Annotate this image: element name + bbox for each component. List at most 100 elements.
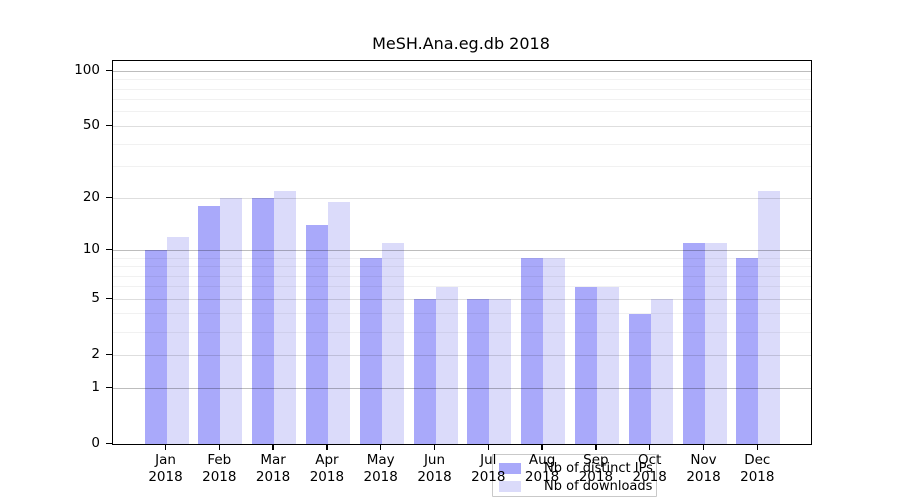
x-label-month-oct: Oct <box>638 452 662 468</box>
x-tick-sep <box>595 444 597 450</box>
bar-distinct-ips-jan <box>144 250 167 444</box>
x-tick-jul <box>487 444 490 450</box>
gridline-minor-90 <box>113 79 811 81</box>
x-tick-dec <box>756 444 759 450</box>
x-tick-mar <box>272 444 274 450</box>
bar-downloads-aug <box>543 258 566 444</box>
x-label-month-mar: Mar <box>260 452 286 468</box>
bar-distinct-ips-jun <box>413 299 436 444</box>
bar-downloads-nov <box>704 243 727 444</box>
y-tick-50 <box>106 124 112 127</box>
bar-downloads-sep <box>596 286 619 444</box>
legend-item-downloads: Nb of downloads <box>499 477 656 495</box>
x-tick-nov <box>702 444 705 450</box>
x-label-year-may: 2018 <box>363 469 398 485</box>
y-tick-0 <box>106 442 112 444</box>
bar-downloads-feb <box>220 198 243 444</box>
y-tick-1 <box>106 386 112 388</box>
plot-inner <box>113 61 811 444</box>
x-tick-jun <box>433 444 436 450</box>
x-label-month-dec: Dec <box>744 452 771 468</box>
y-tick-5 <box>106 297 112 300</box>
x-tick-oct <box>648 444 651 450</box>
x-label-year-apr: 2018 <box>309 469 345 485</box>
y-tick-10 <box>106 248 112 251</box>
gridline-minor-8 <box>113 266 811 267</box>
bar-distinct-ips-mar <box>252 198 275 444</box>
x-tick-feb <box>218 444 221 450</box>
x-tick-apr <box>326 444 328 450</box>
y-tick-100 <box>106 69 112 72</box>
gridline-minor-30 <box>113 166 811 168</box>
bar-distinct-ips-jul <box>467 299 490 444</box>
legend-label-downloads: Nb of downloads <box>544 478 653 494</box>
gridline-mid-5 <box>113 298 811 300</box>
legend-swatch-downloads <box>499 480 521 492</box>
x-label-month-jun: Jun <box>423 452 446 468</box>
y-tick-label-0: 0 <box>91 435 100 451</box>
x-label-month-feb: Feb <box>207 452 232 468</box>
gridline-mid-50 <box>113 125 811 127</box>
x-label-month-apr: Apr <box>315 452 339 468</box>
x-tick-may <box>379 444 382 450</box>
x-tick-jan <box>164 444 167 450</box>
gridline-minor-3 <box>113 331 811 333</box>
bar-downloads-apr <box>327 202 350 444</box>
y-tick-label-1: 1 <box>91 379 100 395</box>
gridline-major-10 <box>113 249 811 251</box>
bar-downloads-jun <box>435 286 458 444</box>
y-tick-label-10: 10 <box>82 241 100 258</box>
bar-downloads-jul <box>489 299 512 444</box>
y-tick-label-5: 5 <box>91 290 100 307</box>
chart-title: MeSH.Ana.eg.db 2018 <box>372 34 550 53</box>
x-label-year-feb: 2018 <box>202 469 237 485</box>
bar-downloads-may <box>381 243 404 444</box>
bar-downloads-dec <box>758 190 781 444</box>
legend-item-distinct-ips: Nb of distinct IPs <box>499 459 656 477</box>
x-label-year-mar: 2018 <box>255 469 291 485</box>
gridline-mid-2 <box>113 354 811 356</box>
bar-downloads-mar <box>274 190 297 444</box>
y-tick-label-100: 100 <box>74 62 100 79</box>
gridline-minor-80 <box>113 88 811 90</box>
x-label-year-jul: 2018 <box>471 469 506 485</box>
gridline-minor-70 <box>113 99 811 101</box>
x-label-month-nov: Nov <box>690 452 717 468</box>
bar-distinct-ips-dec <box>736 258 759 444</box>
y-tick-20 <box>106 196 112 199</box>
bar-distinct-ips-apr <box>305 225 328 444</box>
y-tick-label-20: 20 <box>82 189 100 206</box>
x-label-month-jul: Jul <box>480 452 497 468</box>
gridline-minor-40 <box>113 143 811 145</box>
bar-distinct-ips-oct <box>628 313 651 444</box>
x-label-year-nov: 2018 <box>686 469 721 485</box>
bar-distinct-ips-feb <box>198 206 221 444</box>
x-label-month-may: May <box>366 452 395 468</box>
bar-downloads-oct <box>650 299 673 444</box>
gridline-mid-20 <box>113 197 811 199</box>
x-label-year-jan: 2018 <box>148 469 183 485</box>
gridline-major-100 <box>113 70 811 72</box>
x-tick-aug <box>541 444 543 450</box>
legend-label-distinct-ips: Nb of distinct IPs <box>544 460 653 476</box>
gridline-minor-9 <box>113 257 811 259</box>
x-label-year-oct: 2018 <box>632 469 667 485</box>
bar-distinct-ips-nov <box>682 243 705 444</box>
gridline-minor-7 <box>113 275 811 277</box>
legend-swatch-distinct-ips <box>499 462 521 474</box>
legend: Nb of distinct IPs Nb of downloads <box>492 454 657 497</box>
x-label-year-dec: 2018 <box>740 469 775 485</box>
x-label-month-jan: Jan <box>155 452 176 468</box>
bar-distinct-ips-may <box>359 258 382 444</box>
gridline-minor-60 <box>113 111 811 113</box>
x-label-month-sep: Sep <box>583 452 609 468</box>
gridline-minor-4 <box>113 313 811 315</box>
plot-area: Nb of distinct IPs Nb of downloads <box>112 60 812 497</box>
bar-distinct-ips-aug <box>521 258 544 444</box>
gridline-major-1 <box>113 387 811 389</box>
y-tick-2 <box>106 353 112 356</box>
bar-downloads-jan <box>166 236 189 444</box>
x-label-year-sep: 2018 <box>578 469 614 485</box>
x-label-year-jun: 2018 <box>417 469 452 485</box>
